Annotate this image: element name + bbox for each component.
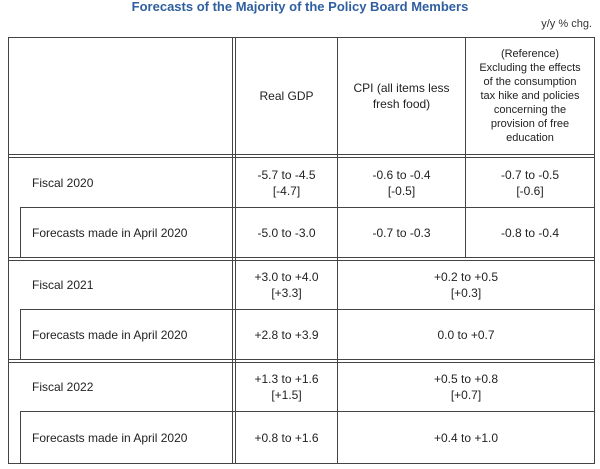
fy2022-cpi: +0.5 to +0.8 [+0.7] <box>338 363 594 411</box>
row-label-fy2020-april: Forecasts made in April 2020 <box>32 225 188 240</box>
fy2020-ref: -0.7 to -0.5 [-0.6] <box>466 158 594 207</box>
fy2020-ref-range: -0.7 to -0.5 <box>500 167 560 182</box>
fy2020-april-ref: -0.8 to -0.4 <box>500 225 560 240</box>
fy2020-cpi-median: [-0.5] <box>387 183 416 198</box>
fy2022-gdp-range: +1.3 to +1.6 <box>254 372 319 386</box>
header-reference: (Reference) Excluding the effects of the… <box>466 38 594 154</box>
fy2021-gdp: +3.0 to +4.0 [+3.3] <box>236 261 337 309</box>
fy2022-gdp-median: [+1.5] <box>271 388 302 402</box>
header-ref-line: of the consumption <box>483 76 577 88</box>
fy2021-april-cpi: 0.0 to +0.7 <box>437 327 495 342</box>
fy2020-gdp-range: -5.7 to -4.5 <box>257 167 316 182</box>
header-ref-line: concerning the <box>493 104 567 116</box>
fy2021-april-gdp: +2.8 to +3.9 <box>254 327 319 342</box>
fy2020-april-cpi: -0.7 to -0.3 <box>372 225 431 240</box>
table-title: Forecasts of the Majority of the Policy … <box>131 0 469 14</box>
header-ref-line: Excluding the effects <box>479 62 581 74</box>
fy2020-ref-median: [-0.6] <box>516 183 544 198</box>
fy2021-cpi-median: [+0.3] <box>450 286 482 300</box>
fy2022-gdp: +1.3 to +1.6 [+1.5] <box>236 363 337 411</box>
unit-label: y/y % chg. <box>541 18 592 30</box>
header-cpi-line2: fresh food) <box>372 97 431 111</box>
fy2020-cpi: -0.6 to -0.4 [-0.5] <box>338 158 465 207</box>
row-label-fiscal-2021: Fiscal 2021 <box>32 278 94 292</box>
header-cpi-line1: CPI (all items less <box>353 81 450 95</box>
row-label-fy2022-april: Forecasts made in April 2020 <box>32 430 188 445</box>
row-label-fiscal-2022: Fiscal 2022 <box>32 380 94 394</box>
fy2021-gdp-median: [+3.3] <box>271 286 302 300</box>
fy2020-april-gdp: -5.0 to -3.0 <box>257 225 316 240</box>
fy2021-cpi: +0.2 to +0.5 [+0.3] <box>338 261 594 309</box>
header-gdp: Real GDP <box>259 89 314 103</box>
row-label-fiscal-2020: Fiscal 2020 <box>32 175 94 190</box>
fy2022-april-cpi: +0.4 to +1.0 <box>433 430 499 445</box>
fy2020-gdp-median: [-4.7] <box>272 183 301 198</box>
fy2022-cpi-range: +0.5 to +0.8 <box>433 372 499 386</box>
fy2020-gdp: -5.7 to -4.5 [-4.7] <box>236 158 337 207</box>
header-ref-line: (Reference) <box>500 48 560 60</box>
header-ref-line: provision of free <box>490 118 570 130</box>
header-cpi: CPI (all items less fresh food) <box>338 38 465 154</box>
fy2022-april-gdp: +0.8 to +1.6 <box>254 430 319 445</box>
row-label-fy2021-april: Forecasts made in April 2020 <box>32 327 188 342</box>
fy2021-gdp-range: +3.0 to +4.0 <box>254 270 319 284</box>
fy2022-cpi-median: [+0.7] <box>450 388 482 402</box>
fy2020-cpi-range: -0.6 to -0.4 <box>372 167 431 182</box>
fy2021-cpi-range: +0.2 to +0.5 <box>433 270 499 284</box>
header-ref-line: tax hike and policies <box>480 90 580 102</box>
header-ref-line: education <box>506 132 554 144</box>
